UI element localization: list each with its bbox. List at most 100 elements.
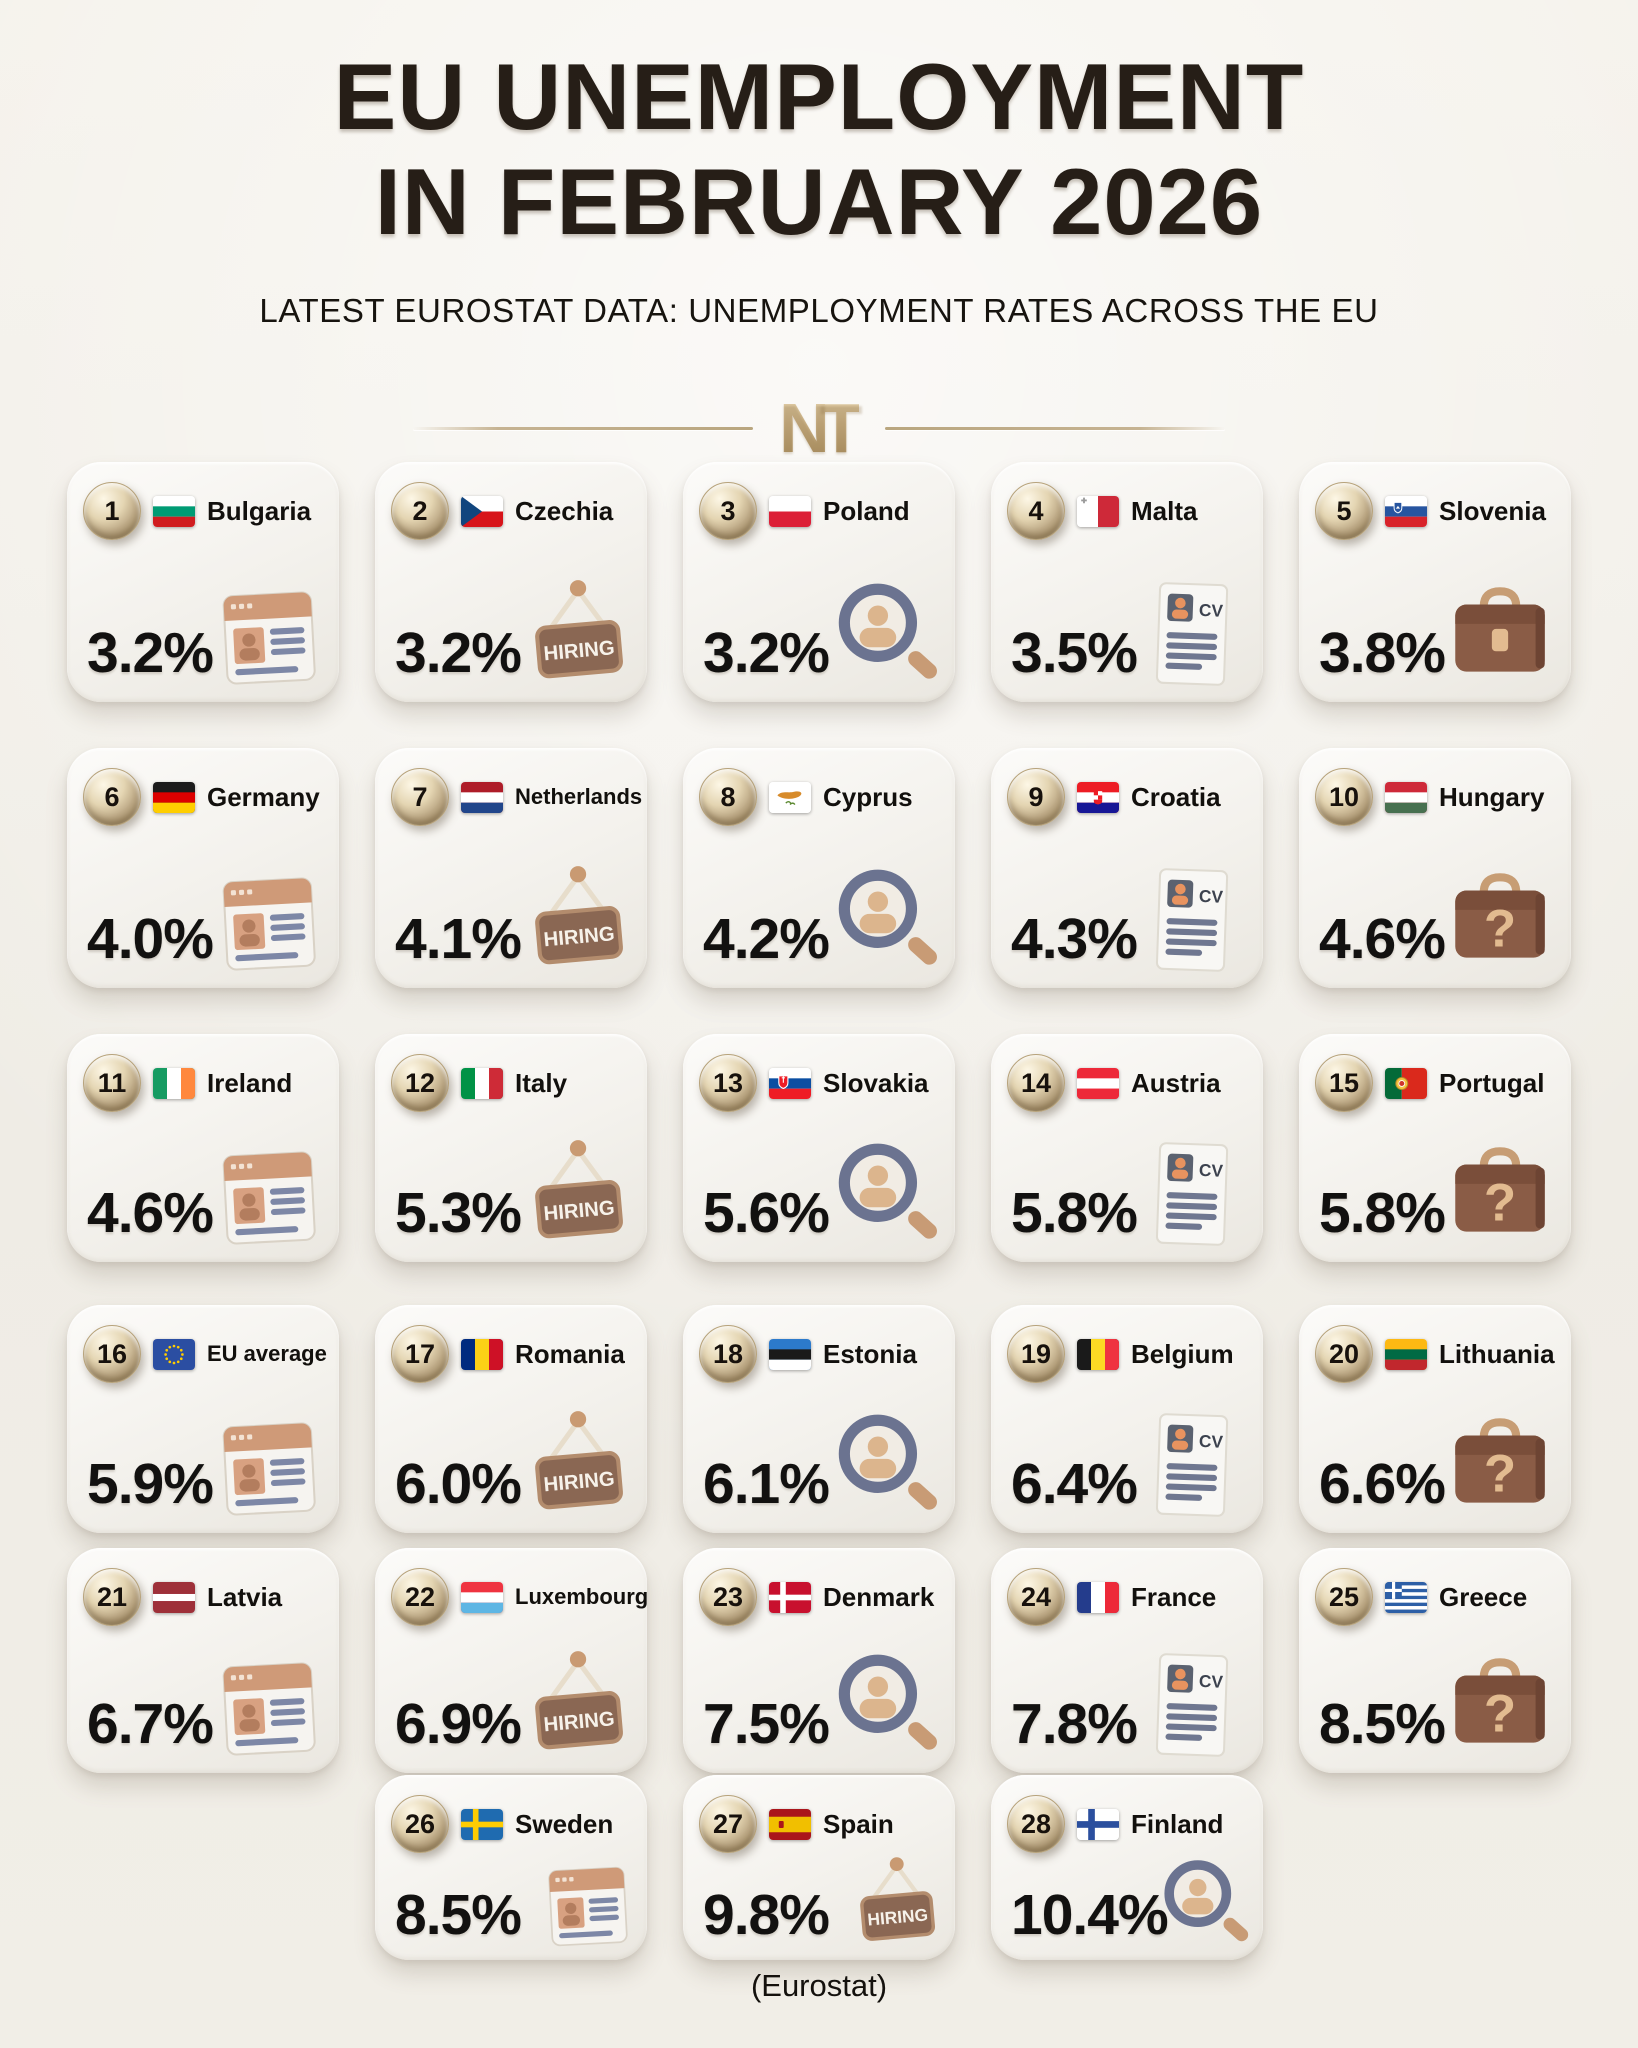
ireland-flag-icon (153, 1067, 195, 1099)
svg-text:?: ? (1484, 1684, 1516, 1743)
country-name: Bulgaria (207, 495, 312, 526)
latvia-flag-icon (153, 1581, 195, 1613)
job-board-icon (207, 1134, 329, 1256)
unemployment-rate: 8.5% (395, 1883, 522, 1947)
page-title-line2: IN FEBRUARY 2026 (374, 149, 1264, 255)
country-name: Hungary (1439, 781, 1545, 812)
rank-badge: 3 (699, 482, 757, 540)
rank-badge: 10 (1315, 768, 1373, 826)
country-card-ireland: 11 Ireland 4.6% (67, 1034, 339, 1262)
job-board-icon (207, 860, 329, 982)
svg-text:CV: CV (1199, 1160, 1224, 1181)
rank-badge: 14 (1007, 1054, 1065, 1112)
cv-document-icon: CV (1131, 1405, 1253, 1527)
croatia-flag-icon (1077, 781, 1119, 813)
country-card-eu-average: 16 EU average 5.9% (67, 1305, 339, 1533)
country-name: Italy (515, 1067, 568, 1098)
country-name: France (1131, 1581, 1217, 1612)
card-header: 16 EU average (67, 1305, 339, 1383)
rank-badge: 7 (391, 768, 449, 826)
card-header: 11 Ireland (67, 1034, 339, 1112)
germany-flag-icon (153, 781, 195, 813)
rank-badge: 22 (391, 1568, 449, 1626)
card-row: 26 Sweden 8.5% 27 Spain 9.8% HIRING 28 Finland… (0, 1775, 1638, 1960)
unemployment-rate: 5.8% (1319, 1181, 1446, 1245)
eu-flag-icon (153, 1338, 195, 1370)
briefcase-icon (1439, 574, 1561, 696)
rank-badge: 4 (1007, 482, 1065, 540)
unemployment-rate: 6.1% (703, 1452, 830, 1516)
country-card-luxembourg: 22 Luxembourg 6.9% HIRING (375, 1548, 648, 1773)
divider-line-left (413, 426, 754, 430)
rank-badge: 28 (1007, 1795, 1065, 1853)
card-header: 12 Italy (375, 1034, 647, 1112)
rank-badge: 5 (1315, 482, 1373, 540)
card-header: 1 Bulgaria (67, 462, 339, 540)
italy-flag-icon (461, 1067, 503, 1099)
unemployment-rate: 5.3% (395, 1181, 522, 1245)
country-name: Austria (1131, 1067, 1221, 1098)
cyprus-flag-icon (769, 781, 811, 813)
unemployment-rate: 4.0% (87, 907, 214, 971)
card-header: 19 Belgium (991, 1305, 1263, 1383)
rank-badge: 26 (391, 1795, 449, 1853)
header-divider: NT (0, 389, 1638, 467)
country-card-czechia: 2 Czechia 3.2% HIRING (375, 462, 647, 702)
country-card-netherlands: 7 Netherlands 4.1% HIRING (375, 748, 647, 988)
card-header: 21 Latvia (67, 1548, 339, 1626)
sweden-flag-icon (461, 1808, 503, 1840)
rank-badge: 27 (699, 1795, 757, 1853)
unemployment-rate: 3.5% (1011, 621, 1138, 685)
page-subtitle: LATEST EUROSTAT DATA: UNEMPLOYMENT RATES… (259, 292, 1379, 329)
country-name: Denmark (823, 1581, 935, 1612)
spain-flag-icon (769, 1808, 811, 1840)
rank-badge: 16 (83, 1325, 141, 1383)
card-header: 3 Poland (683, 462, 955, 540)
rank-badge: 13 (699, 1054, 757, 1112)
card-header: 28 Finland (991, 1775, 1263, 1853)
rank-badge: 12 (391, 1054, 449, 1112)
svg-text:CV: CV (1199, 1671, 1224, 1692)
country-card-slovakia: 13 Slovakia 5.6% (683, 1034, 955, 1262)
country-name: Poland (823, 495, 910, 526)
rank-badge: 18 (699, 1325, 757, 1383)
rank-badge: 9 (1007, 768, 1065, 826)
rank-badge: 11 (83, 1054, 141, 1112)
search-person-icon (823, 1134, 945, 1256)
search-person-icon (1151, 1852, 1255, 1956)
hiring-sign-icon: HIRING (515, 1134, 637, 1256)
unemployment-rate: 6.4% (1011, 1452, 1138, 1516)
card-row: 21 Latvia 6.7% 22 Luxembourg 6.9% HIRING 23 De… (0, 1548, 1638, 1773)
card-header: 25 Greece (1299, 1548, 1571, 1626)
country-card-finland: 28 Finland 10.4% (991, 1775, 1263, 1960)
svg-text:CV: CV (1199, 886, 1224, 907)
lithuania-flag-icon (1385, 1338, 1427, 1370)
czechia-flag-icon (461, 495, 503, 527)
country-card-lithuania: 20 Lithuania 6.6% ? (1299, 1305, 1571, 1533)
country-card-slovenia: 5 Slovenia 3.8% (1299, 462, 1571, 702)
estonia-flag-icon (769, 1338, 811, 1370)
romania-flag-icon (461, 1338, 503, 1370)
country-card-romania: 17 Romania 6.0% HIRING (375, 1305, 647, 1533)
hiring-sign-icon: HIRING (515, 1405, 637, 1527)
card-header: 22 Luxembourg (375, 1548, 648, 1626)
greece-flag-icon (1385, 1581, 1427, 1613)
country-name: Latvia (207, 1581, 283, 1612)
unemployment-rate: 6.7% (87, 1692, 214, 1756)
country-name: Spain (823, 1808, 894, 1839)
page-title-line1: EU UNEMPLOYMENT (333, 44, 1305, 149)
svg-text:CV: CV (1199, 1431, 1224, 1452)
divider-line-right (884, 426, 1225, 430)
svg-text:?: ? (1484, 899, 1516, 958)
unemployment-rate: 3.8% (1319, 621, 1446, 685)
unemployment-rate: 4.1% (395, 907, 522, 971)
rank-badge: 19 (1007, 1325, 1065, 1383)
netherlands-flag-icon (461, 781, 503, 813)
source-label: (Eurostat) (750, 1968, 888, 2003)
france-flag-icon (1077, 1581, 1119, 1613)
country-card-croatia: 9 Croatia 4.3% CV (991, 748, 1263, 988)
card-header: 18 Estonia (683, 1305, 955, 1383)
cv-document-icon: CV (1131, 574, 1253, 696)
country-name: Portugal (1439, 1067, 1545, 1098)
card-header: 9 Croatia (991, 748, 1263, 826)
